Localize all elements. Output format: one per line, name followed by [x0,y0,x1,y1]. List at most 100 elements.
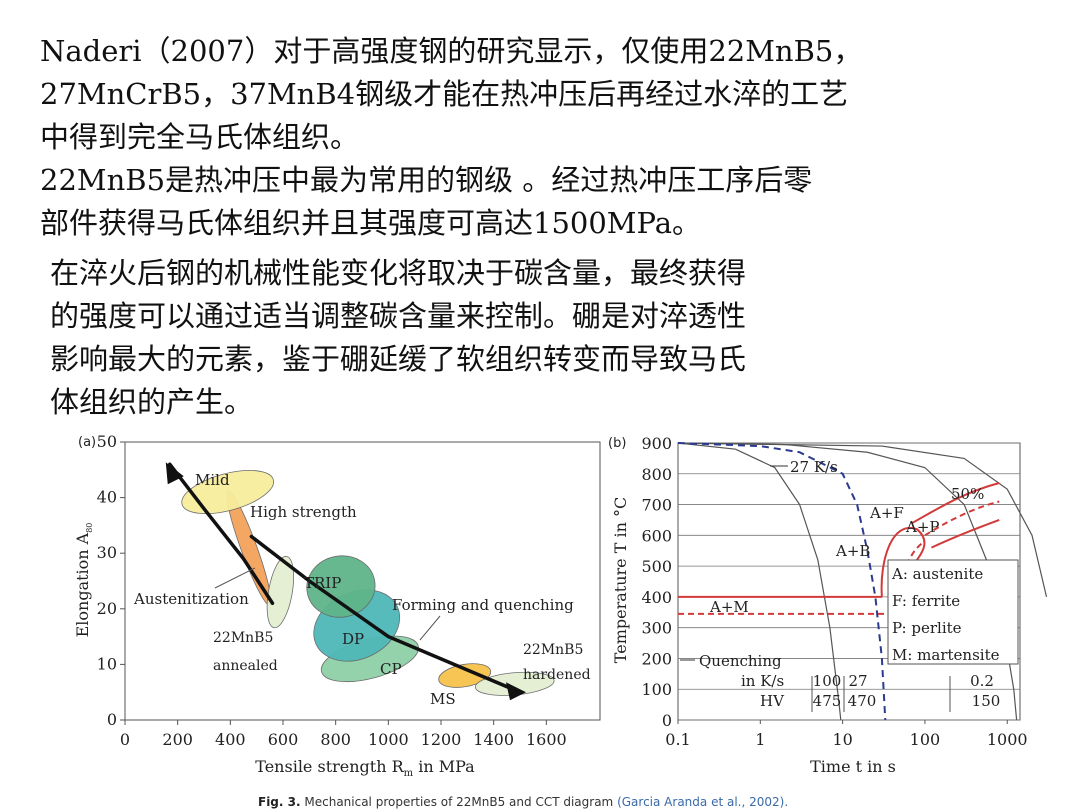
bainite-start-curve [880,526,926,597]
label-mild: Mild [195,471,230,489]
cooling-curve [677,442,1048,598]
intro-paragraph: Naderi（2007）对于高强度钢的研究显示，仅使用22MnB5， 27MnC… [40,30,1040,245]
x-tick-label-b: 1 [755,730,765,749]
label-annealed-2: annealed [213,658,278,674]
figure-caption: Fig. 3. Mechanical properties of 22MnB5 … [258,795,788,809]
x-tick-label-a: 1000 [368,730,409,749]
caption-text: Mechanical properties of 22MnB5 and CCT … [304,795,614,809]
y-tick-label-b: 400 [641,588,672,607]
quench-rate-value: 100 [813,672,842,690]
austenitization-arrow [168,462,275,605]
caption-citation: (Garcia Aranda et al., 2002). [617,795,789,809]
text-line: 体组织的产生。 [50,385,254,419]
y-tick-label-b: 500 [641,557,672,576]
x-tick-label-a: 0 [120,730,130,749]
y-tick-label-a: 10 [97,654,117,673]
y-tick-label-b: 0 [662,711,672,730]
x-tick-label-b: 10 [832,730,852,749]
y-tick-label-b: 200 [641,649,672,668]
label-austenitization: Austenitization [133,590,249,608]
x-tick-label-b: 100 [910,730,941,749]
quenching-arrowhead [506,682,526,701]
label-dp: DP [342,630,364,648]
critical-cooling-curve [677,442,887,721]
carbon-paragraph: 在淬火后钢的机械性能变化将取决于碳含量，最终获得 的强度可以通过适当调整碳含量来… [50,252,746,424]
slide-text: Naderi（2007）对于高强度钢的研究显示，仅使用22MnB5， 27MnC… [40,30,1040,245]
hardness-value: 470 [848,692,877,710]
panel-label-b: (b) [608,436,626,451]
y-tick-label-a: 0 [107,710,117,729]
legend-item: F: ferrite [892,592,960,610]
fifty-percent-curve [924,500,1000,537]
text-line: 27MnCrB5，37MnB4钢级才能在热冲压后再经过水淬的工艺 [40,77,849,111]
label-forming: Forming and quenching [392,596,574,614]
region-trip [306,555,376,618]
label-rate: 27 K/s [790,458,838,476]
text-line: 部件获得马氏体组织并且其强度可高达1500MPa。 [40,206,701,240]
x-tick-label-a: 1200 [421,730,462,749]
hardness-value: 150 [972,692,1001,710]
label-trip: TRIP [304,574,341,592]
quenching-arrow [249,534,522,694]
panel-label-a: (a) [78,435,96,450]
x-tick-label-a: 1600 [526,730,567,749]
y-tick-label-b: 600 [641,526,672,545]
y-tick-label-b: 800 [641,465,672,484]
caption-prefix: Fig. 3. [258,795,301,809]
quench-rate-value: 27 [848,672,867,690]
text-line: 影响最大的元素，鉴于硼延缓了软组织转变而导致马氏 [50,342,747,376]
region-22mnb5-annealed [266,556,295,629]
text-line: 的强度可以通过适当调整碳含量来控制。硼是对淬透性 [50,299,747,333]
y-tick-label-b: 900 [641,434,672,453]
y-tick-label-a: 50 [97,432,117,451]
label-ap: A+P [905,518,940,536]
region-mild [181,470,274,515]
x-tick-label-a: 600 [268,730,299,749]
text-line: 在淬火后钢的机械性能变化将取决于碳含量，最终获得 [50,256,747,290]
label-am: A+M [709,598,749,616]
y-axis-label-a: Elongation A80 [73,523,94,638]
y-tick-label-a: 40 [97,488,117,507]
x-tick-label-a: 1400 [473,730,514,749]
x-tick-label-b: 0.1 [665,730,690,749]
label-hardened-1: 22MnB5 [523,642,583,658]
y-tick-label-a: 20 [97,599,117,618]
pearlite-finish-curve [931,519,1000,549]
text-line: Naderi（2007）对于高强度钢的研究显示，仅使用22MnB5， [40,34,863,68]
legend-item: M: martensite [892,646,1000,664]
leader-austenitization [214,567,256,589]
label-in-ks: in K/s [741,672,784,690]
ferrite-start-curve [911,482,1000,524]
y-tick-label-b: 300 [641,619,672,638]
label-cp: CP [380,660,402,678]
x-axis-label-a: Tensile strength Rm in MPa [255,757,475,779]
y-axis-label-b: Temperature T in °C [611,497,630,663]
legend-item: P: perlite [892,619,962,637]
quench-rate-value: 0.2 [970,672,994,690]
x-tick-label-b: 1000 [987,730,1028,749]
y-tick-label-b: 700 [641,496,672,515]
label-ab: A+B [835,542,870,560]
label-ms: MS [430,690,456,708]
label-annealed-1: 22MnB5 [213,630,273,646]
text-line: 中得到完全马氏体组织。 [40,120,360,154]
label-fifty-percent: 50% [951,485,984,503]
leader-forming [419,615,441,641]
quench-bg [680,660,740,674]
x-tick-label-a: 800 [320,730,351,749]
legend-box [887,559,1019,665]
x-tick-label-a: 200 [162,730,193,749]
austenitization-arrowhead [165,462,184,485]
region-ms [438,663,492,688]
hardness-value: 475 [813,692,842,710]
text-line: 22MnB5是热冲压中最为常用的钢级 。经过热冲压工序后零 [40,163,813,197]
label-quenching: Quenching [699,652,782,670]
x-axis-label-b: Time t in s [810,757,896,776]
cooling-curve [677,442,842,721]
y-tick-label-b: 100 [641,680,672,699]
label-high-strength: High strength [250,503,357,521]
x-tick-label-a: 400 [215,730,246,749]
y-tick-label-a: 30 [97,543,117,562]
cooling-curve [677,442,1018,721]
